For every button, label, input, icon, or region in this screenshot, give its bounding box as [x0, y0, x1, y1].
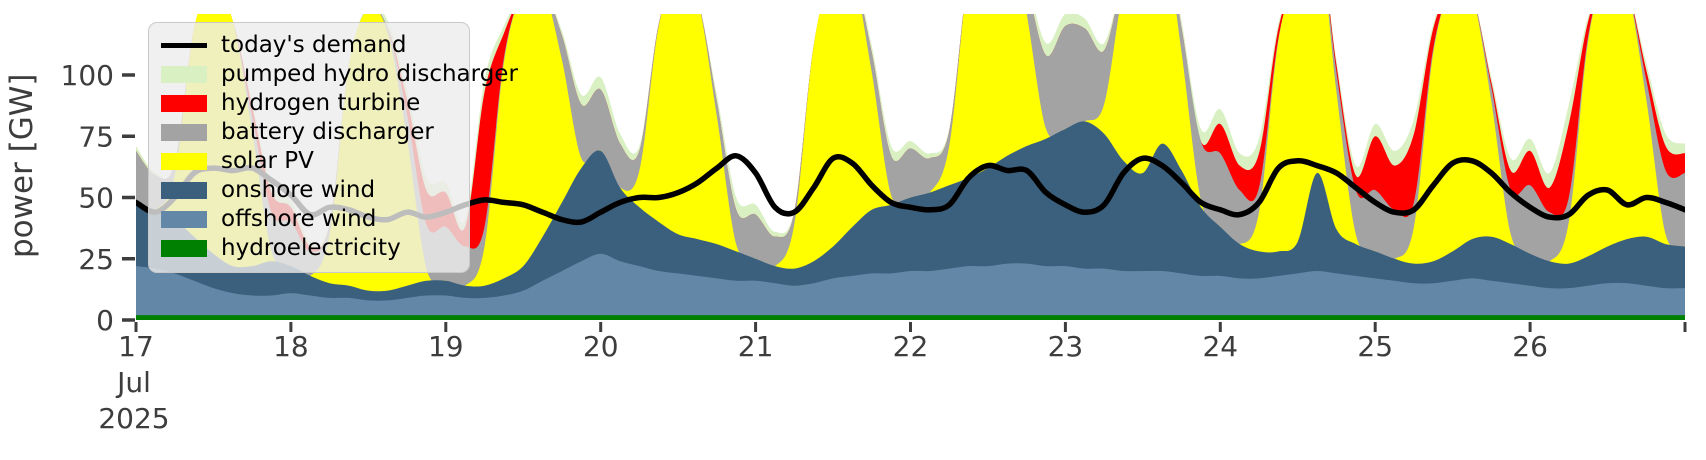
legend-label-today-s-demand: today's demand — [221, 32, 407, 58]
y-axis-label: power [GW] — [4, 73, 40, 258]
x-tick-label: 23 — [1048, 330, 1084, 363]
x-tick-label: 17 — [118, 330, 154, 363]
legend-item-offshore-wind: offshore wind — [161, 205, 457, 234]
legend-swatch-offshore-wind — [161, 211, 207, 228]
legend-label-hydrogen-turbine: hydrogen turbine — [221, 90, 421, 116]
x-axis-month-label: Jul — [115, 366, 151, 399]
x-tick-label: 19 — [428, 330, 464, 363]
area-onshore-wind — [136, 121, 1685, 320]
legend-label-hydroelectricity: hydroelectricity — [221, 235, 401, 261]
x-tick-label: 25 — [1357, 330, 1393, 363]
legend-item-today-s-demand: today's demand — [161, 31, 457, 60]
x-axis-year-label: 2025 — [98, 402, 169, 435]
axis-ticks: 0 25 50 75 100 17 18 19 20 21 22 23 24 25 26 — [61, 59, 1687, 363]
x-tick-label: 26 — [1512, 330, 1548, 363]
legend-label-offshore-wind: offshore wind — [221, 206, 377, 232]
legend-item-battery-discharger: battery discharger — [161, 118, 457, 147]
legend-item-hydroelectricity: hydroelectricity — [161, 234, 457, 263]
y-tick-label: 0 — [96, 304, 114, 337]
area-offshore-wind — [136, 253, 1685, 320]
x-tick-label: 22 — [893, 330, 929, 363]
legend-label-onshore-wind: onshore wind — [221, 177, 376, 203]
legend-item-pumped-hydro-discharger: pumped hydro discharger — [161, 60, 518, 89]
y-tick-label: 50 — [78, 182, 114, 215]
legend-swatch-solar-pv — [161, 153, 207, 170]
legend-swatch-hydrogen-turbine — [161, 95, 207, 112]
legend-label-solar-pv: solar PV — [221, 148, 314, 174]
legend-label-battery-discharger: battery discharger — [221, 119, 434, 145]
legend-label-pumped-hydro-discharger: pumped hydro discharger — [221, 61, 518, 87]
legend-swatch-onshore-wind — [161, 182, 207, 199]
y-tick-label: 75 — [78, 120, 114, 153]
legend-swatch-battery-discharger — [161, 124, 207, 141]
y-tick-label: 25 — [78, 243, 114, 276]
x-tick-label: 20 — [583, 330, 619, 363]
y-tick-label: 100 — [61, 59, 114, 92]
legend-swatch-today-s-demand — [161, 43, 207, 48]
legend-item-solar-pv: solar PV — [161, 147, 457, 176]
area-hydroelectricity — [136, 315, 1685, 320]
x-tick-label: 18 — [273, 330, 309, 363]
legend-swatch-pumped-hydro-discharger — [161, 66, 207, 83]
legend-item-hydrogen-turbine: hydrogen turbine — [161, 89, 457, 118]
stacked-areas — [136, 14, 1685, 320]
x-tick-label: 24 — [1202, 330, 1238, 363]
legend: today's demand pumped hydro discharger hyd… — [148, 22, 518, 273]
x-tick-label: 21 — [738, 330, 774, 363]
legend-item-onshore-wind: onshore wind — [161, 176, 457, 205]
legend-swatch-hydroelectricity — [161, 240, 207, 257]
